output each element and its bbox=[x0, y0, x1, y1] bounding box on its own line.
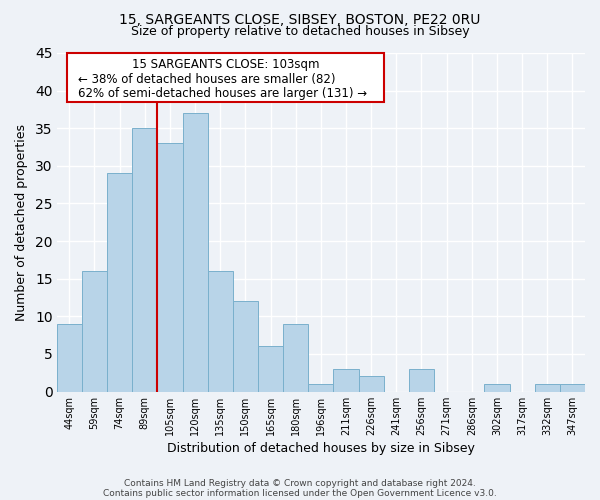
Text: Contains HM Land Registry data © Crown copyright and database right 2024.: Contains HM Land Registry data © Crown c… bbox=[124, 478, 476, 488]
Bar bbox=[334, 369, 359, 392]
Bar bbox=[258, 346, 283, 392]
Bar bbox=[57, 324, 82, 392]
Bar bbox=[182, 113, 208, 392]
Bar bbox=[82, 271, 107, 392]
Bar bbox=[208, 271, 233, 392]
Text: 15 SARGEANTS CLOSE: 103sqm: 15 SARGEANTS CLOSE: 103sqm bbox=[132, 58, 320, 71]
Bar bbox=[409, 369, 434, 392]
Bar bbox=[308, 384, 334, 392]
Text: ← 38% of detached houses are smaller (82): ← 38% of detached houses are smaller (82… bbox=[78, 72, 335, 86]
Bar bbox=[560, 384, 585, 392]
Bar bbox=[107, 174, 132, 392]
Text: Contains public sector information licensed under the Open Government Licence v3: Contains public sector information licen… bbox=[103, 488, 497, 498]
X-axis label: Distribution of detached houses by size in Sibsey: Distribution of detached houses by size … bbox=[167, 442, 475, 455]
Bar bbox=[535, 384, 560, 392]
Y-axis label: Number of detached properties: Number of detached properties bbox=[15, 124, 28, 321]
Bar bbox=[233, 301, 258, 392]
Bar bbox=[157, 144, 182, 392]
Text: 62% of semi-detached houses are larger (131) →: 62% of semi-detached houses are larger (… bbox=[78, 87, 367, 100]
FancyBboxPatch shape bbox=[67, 53, 384, 102]
Text: 15, SARGEANTS CLOSE, SIBSEY, BOSTON, PE22 0RU: 15, SARGEANTS CLOSE, SIBSEY, BOSTON, PE2… bbox=[119, 12, 481, 26]
Text: Size of property relative to detached houses in Sibsey: Size of property relative to detached ho… bbox=[131, 25, 469, 38]
Bar bbox=[484, 384, 509, 392]
Bar bbox=[132, 128, 157, 392]
Bar bbox=[359, 376, 384, 392]
Bar bbox=[283, 324, 308, 392]
